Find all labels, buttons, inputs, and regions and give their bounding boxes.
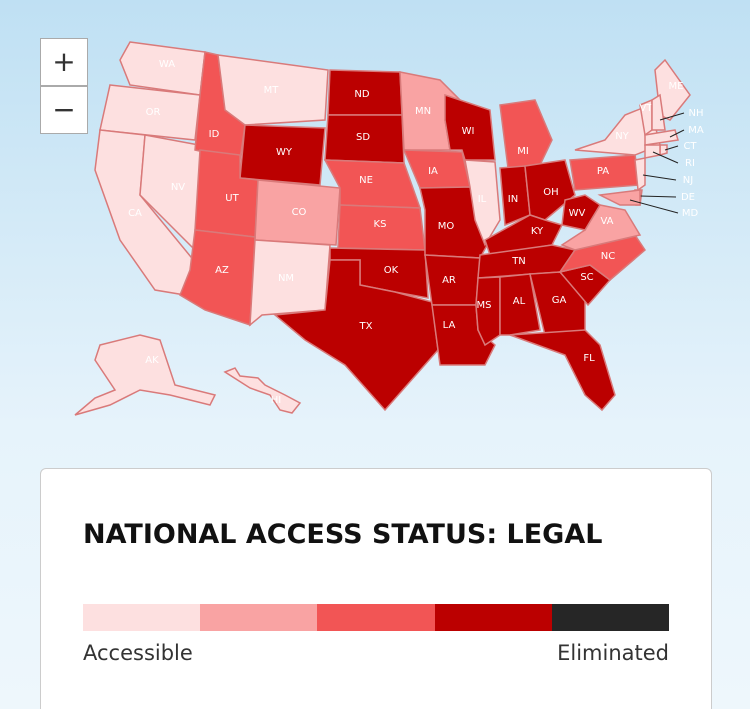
leader-line xyxy=(642,174,677,181)
state-label: WA xyxy=(159,59,175,70)
state xyxy=(464,159,501,247)
state-label: ND xyxy=(354,89,369,100)
state-label: DE xyxy=(681,192,695,203)
state-label: MN xyxy=(415,106,431,117)
state-label: NM xyxy=(278,273,294,284)
state xyxy=(561,194,602,231)
state xyxy=(239,124,326,186)
legend-high: Eliminated xyxy=(557,641,669,665)
state xyxy=(509,329,616,412)
state xyxy=(524,159,576,221)
state-label: GA xyxy=(552,295,567,306)
state xyxy=(651,93,666,131)
state-label: TX xyxy=(359,321,373,332)
state xyxy=(179,229,256,327)
legend-low: Accessible xyxy=(83,641,193,665)
legend-title: NATIONAL ACCESS STATUS: LEGAL xyxy=(83,519,603,550)
state-label: IN xyxy=(508,194,518,205)
leader-line xyxy=(659,112,685,121)
state-label: WV xyxy=(569,208,586,219)
state-label: MT xyxy=(264,85,280,96)
leader-line xyxy=(669,129,685,138)
state-label: CA xyxy=(128,208,142,219)
state-label: CT xyxy=(683,141,697,152)
state xyxy=(217,54,329,126)
leader-line xyxy=(629,199,679,214)
state xyxy=(99,84,201,141)
state xyxy=(119,41,206,96)
state xyxy=(644,129,679,146)
map: WA OR CA NV ID MT WY UT CO AZ NM ND SD NE KS OK TX MN IA MO… xyxy=(74,41,704,416)
state-label: AZ xyxy=(215,265,229,276)
leader-line xyxy=(639,195,677,198)
state-label: AR xyxy=(442,275,456,286)
state-label: IL xyxy=(478,194,487,205)
zoom-out[interactable]: − xyxy=(40,86,88,134)
state-label: NC xyxy=(601,251,615,262)
state-label: SD xyxy=(356,132,370,143)
state-label: UT xyxy=(225,193,239,204)
state-label: FL xyxy=(583,353,595,364)
legend-scale xyxy=(83,604,670,631)
state-label: OR xyxy=(146,107,161,118)
state xyxy=(644,144,661,159)
state-label: RI xyxy=(685,158,695,169)
state xyxy=(273,259,439,412)
state-label: OH xyxy=(543,187,558,198)
state-label: IA xyxy=(428,166,438,177)
leader-line xyxy=(652,151,679,164)
state-label: MS xyxy=(477,300,492,311)
state xyxy=(444,93,496,161)
state xyxy=(254,179,341,246)
state-label: VT xyxy=(640,103,654,114)
state-label: MD xyxy=(682,208,699,219)
leader-line xyxy=(664,145,679,151)
state-label: NE xyxy=(359,175,373,186)
state-label: NV xyxy=(171,182,185,193)
state-label: LA xyxy=(443,320,456,331)
state xyxy=(529,271,586,336)
state-label: SC xyxy=(580,272,593,283)
state-label: ME xyxy=(669,81,684,92)
state xyxy=(597,189,641,206)
state xyxy=(499,273,541,336)
state-label: NY xyxy=(615,131,629,142)
state-label: ID xyxy=(209,129,220,140)
state-label: NJ xyxy=(683,175,693,186)
state xyxy=(223,367,302,414)
state-label: NH xyxy=(689,108,704,119)
state-label: TN xyxy=(511,256,526,267)
state-label: WY xyxy=(276,147,293,158)
legend-card: NATIONAL ACCESS STATUS: LEGAL Accessible… xyxy=(40,468,712,709)
state-label: HI xyxy=(271,395,281,406)
state-label: MI xyxy=(517,146,529,157)
state-label: MA xyxy=(688,125,704,136)
state-label: KS xyxy=(374,219,387,230)
zoom-in[interactable]: + xyxy=(40,38,88,86)
state-label: VA xyxy=(600,216,613,227)
state-label: MO xyxy=(438,221,455,232)
state-label: WI xyxy=(462,126,475,137)
state xyxy=(634,157,646,192)
state-label: PA xyxy=(597,166,609,177)
state-label: CO xyxy=(292,207,307,218)
state xyxy=(74,334,217,416)
state-label: KY xyxy=(531,226,544,237)
state-label: AL xyxy=(513,296,526,307)
state-label: OK xyxy=(384,265,399,276)
state-label: AK xyxy=(145,355,159,366)
state xyxy=(499,99,553,169)
state xyxy=(475,276,501,347)
